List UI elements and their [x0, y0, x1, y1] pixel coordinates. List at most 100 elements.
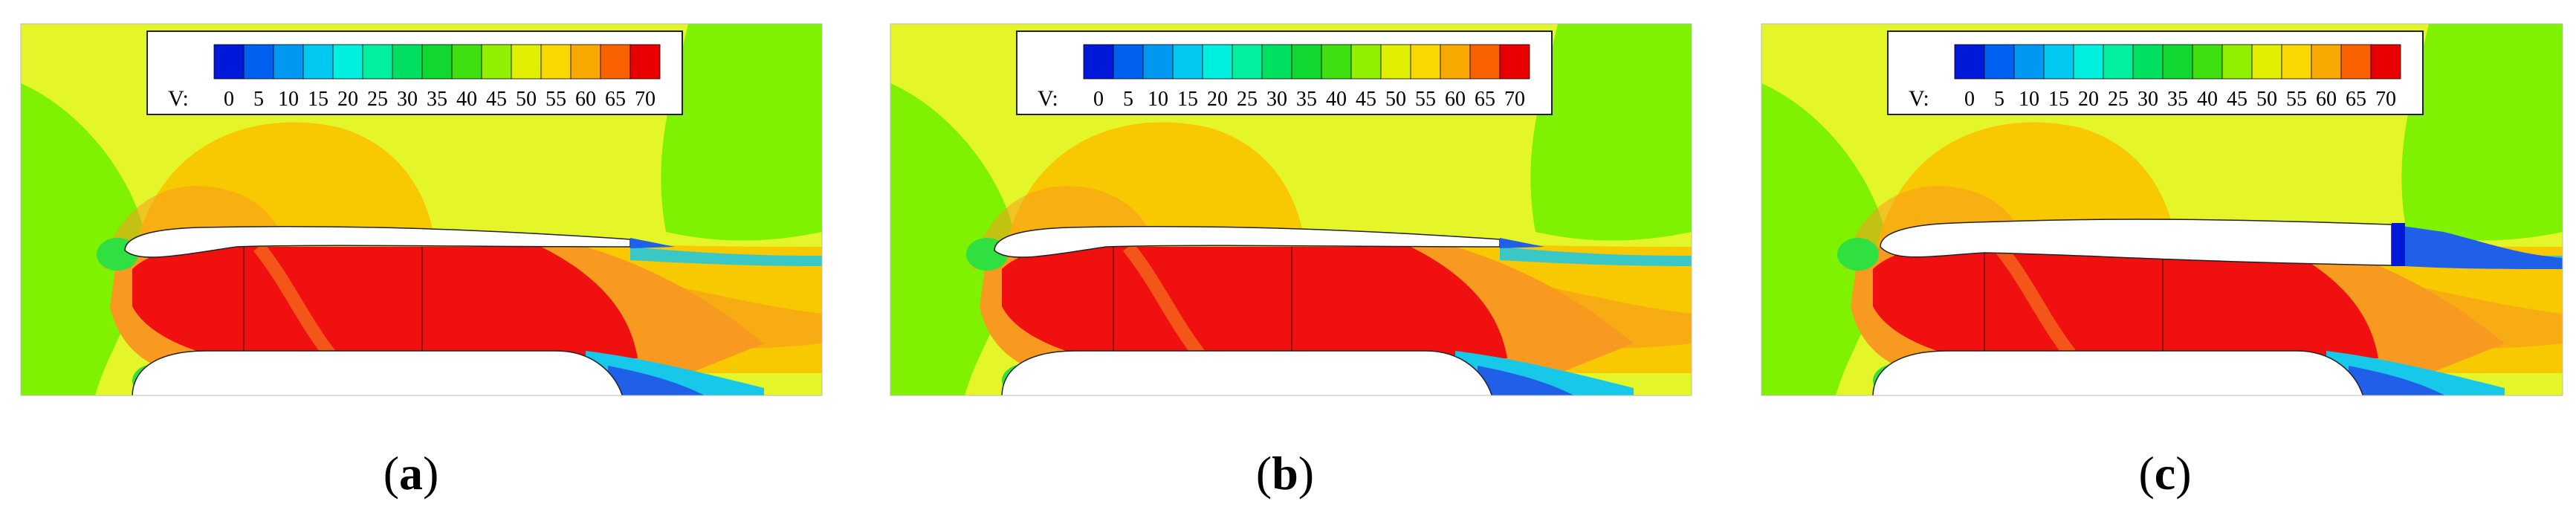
- legend-tick-label: 5: [253, 88, 264, 111]
- channel-red-core: [1002, 244, 1507, 366]
- legend-tick-label: 0: [1964, 88, 1975, 111]
- legend-tick-label: 15: [1177, 88, 1198, 111]
- legend-tick-label: 50: [516, 88, 537, 111]
- legend-swatch: [1380, 44, 1411, 80]
- panel-caption-a: (a): [383, 447, 439, 500]
- legend-swatch: [2013, 44, 2045, 80]
- legend-tick-label: 55: [2286, 88, 2307, 111]
- contour-panel-a: V: 0 5 10 15 20 25 30 35 40 45 50 55 60 65 70: [20, 23, 823, 396]
- legend-tick-label: 15: [308, 88, 329, 111]
- legend-swatch: [332, 44, 363, 80]
- legend-tick-label: 45: [2227, 88, 2247, 111]
- legend-swatch: [600, 44, 631, 80]
- legend-swatch: [1984, 44, 2015, 80]
- main-body: [1872, 350, 2364, 395]
- legend-swatch: [1172, 44, 1203, 80]
- legend-tick-label: 25: [367, 88, 388, 111]
- legend-tick-label: 10: [2019, 88, 2039, 111]
- legend-tick-label: 60: [575, 88, 596, 111]
- legend-swatch: [1410, 44, 1441, 80]
- legend-swatch: [2281, 44, 2312, 80]
- legend-swatch: [1954, 44, 1985, 80]
- legend-swatch: [1232, 44, 1263, 80]
- legend-tick-label: 0: [1093, 88, 1104, 111]
- color-legend: V: 0 5 10 15 20 25 30 35 40 45 50 55 60 65 70: [146, 30, 683, 115]
- legend-tick-label: 5: [1994, 88, 2004, 111]
- legend-swatch: [451, 44, 482, 80]
- legend-swatch: [2043, 44, 2074, 80]
- legend-tick-label: 35: [1296, 88, 1317, 111]
- legend-tick-label: 40: [456, 88, 477, 111]
- legend-swatch: [2103, 44, 2134, 80]
- legend-swatch: [1202, 44, 1233, 80]
- legend-tick-label: 20: [337, 88, 358, 111]
- legend-tick-label: 70: [635, 88, 656, 111]
- main-body: [1001, 350, 1493, 395]
- legend-tick-label: 45: [486, 88, 507, 111]
- legend-swatch: [421, 44, 453, 80]
- legend-tick-label: 70: [2375, 88, 2396, 111]
- legend-tick-label: 0: [224, 88, 234, 111]
- legend-swatch: [243, 44, 274, 80]
- legend-tick-label: 35: [427, 88, 447, 111]
- legend-tick-label: 10: [1148, 88, 1168, 111]
- panel-caption-c: (c): [2138, 447, 2192, 500]
- legend-tick-label: 25: [1237, 88, 1258, 111]
- legend-swatch: [540, 44, 572, 80]
- legend-tick-label: 65: [2346, 88, 2366, 111]
- legend-swatch: [511, 44, 542, 80]
- legend-tick-label: 50: [2256, 88, 2277, 111]
- legend-swatch: [2221, 44, 2253, 80]
- legend-swatch: [630, 44, 661, 80]
- legend-tick-label: 60: [2316, 88, 2337, 111]
- body-wake-blue: [2349, 366, 2445, 395]
- legend-tick-label: 35: [2167, 88, 2188, 111]
- legend-tick-label: 60: [1445, 88, 1466, 111]
- legend-tick-label: 50: [1385, 88, 1406, 111]
- legend-tick-label: 20: [2078, 88, 2099, 111]
- legend-swatch: [362, 44, 393, 80]
- legend-tick-label: 30: [2138, 88, 2158, 111]
- legend-swatch: [2162, 44, 2193, 80]
- legend-swatch: [1083, 44, 1114, 80]
- legend-swatch: [1440, 44, 1471, 80]
- legend-tick-label: 55: [546, 88, 566, 111]
- legend-tick-label: 15: [2048, 88, 2069, 111]
- legend-swatch: [1113, 44, 1144, 80]
- color-legend: V: 0 5 10 15 20 25 30 35 40 45 50 55 60 65 70: [1016, 30, 1553, 115]
- legend-tick-label: 40: [2197, 88, 2218, 111]
- legend-tick-label: 5: [1123, 88, 1133, 111]
- legend-tick-label: 10: [278, 88, 299, 111]
- contour-panel-b: V: 0 5 10 15 20 25 30 35 40 45 50 55 60 65 70: [890, 23, 1692, 396]
- contour-panel-c: V: 0 5 10 15 20 25 30 35 40 45 50 55 60 65 70: [1761, 23, 2563, 396]
- body-wake-blue: [608, 366, 705, 395]
- legend-swatch: [570, 44, 601, 80]
- legend-swatch: [2251, 44, 2282, 80]
- legend-swatch: [2073, 44, 2104, 80]
- legend-tick-label: 65: [605, 88, 626, 111]
- low-speed-region-right: [1530, 24, 1692, 241]
- slat-wake-shear: [630, 247, 822, 266]
- legend-tick-label: 30: [1266, 88, 1287, 111]
- legend-swatch: [1499, 44, 1530, 80]
- legend-swatch: [1142, 44, 1174, 80]
- legend-tick-label: 70: [1504, 88, 1525, 111]
- legend-swatch: [2192, 44, 2223, 80]
- legend-tick-label: 65: [1475, 88, 1495, 111]
- trailing-separation-blue: [2392, 224, 2563, 269]
- legend-swatch: [481, 44, 512, 80]
- legend-swatch: [1261, 44, 1292, 80]
- legend-swatch: [1469, 44, 1501, 80]
- legend-swatch: [213, 44, 245, 80]
- legend-swatch: [1291, 44, 1322, 80]
- legend-swatch: [273, 44, 304, 80]
- legend-tick-label: 45: [1356, 88, 1376, 111]
- legend-swatch: [302, 44, 334, 80]
- legend-swatch: [1350, 44, 1382, 80]
- low-speed-region-right: [2401, 24, 2563, 241]
- legend-swatch: [2370, 44, 2401, 80]
- legend-tick-label: 40: [1326, 88, 1347, 111]
- channel-red-core: [132, 244, 638, 366]
